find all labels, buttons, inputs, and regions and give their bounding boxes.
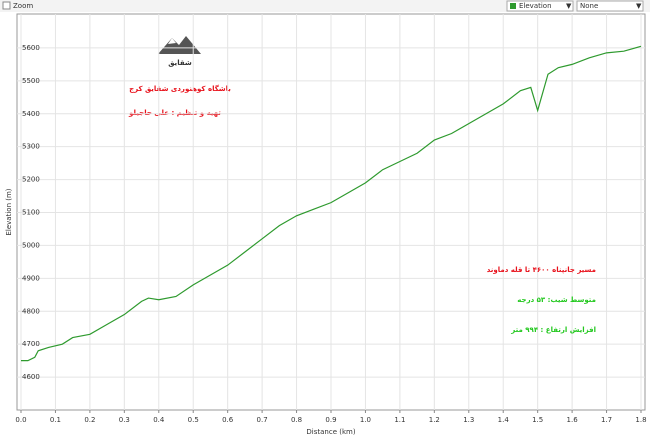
chart-title: باشگاه کوهنوردی شقایق کرج xyxy=(129,84,231,93)
y-tick-label: 5300 xyxy=(22,143,40,151)
annotation: افزایش ارتفاع : ۹۹۴ متر xyxy=(510,326,596,334)
y-tick-label: 4600 xyxy=(22,373,40,381)
dropdown-arrow: ▼ xyxy=(636,2,642,10)
x-tick-label: 1.7 xyxy=(601,416,612,424)
x-tick-label: 0.4 xyxy=(153,416,165,424)
y-tick-label: 4800 xyxy=(22,307,40,315)
elevation-line xyxy=(21,45,642,362)
y-tick-label: 5200 xyxy=(22,176,40,184)
x-tick-label: 1.1 xyxy=(394,416,405,424)
y-tick-label: 5400 xyxy=(22,110,40,118)
x-tick-label: 0.5 xyxy=(188,416,199,424)
y-axis-label: Elevation (m) xyxy=(5,188,13,235)
second-dropdown-label[interactable]: None xyxy=(580,2,598,10)
annotation: متوسط شیب: ۵۳ درجه xyxy=(517,296,596,304)
x-tick-label: 0.0 xyxy=(15,416,26,424)
series-dropdown-label[interactable]: Elevation xyxy=(519,2,552,10)
series-swatch xyxy=(510,3,516,9)
y-tick-label: 4700 xyxy=(22,340,40,348)
x-tick-label: 0.1 xyxy=(50,416,61,424)
x-tick-label: 0.9 xyxy=(325,416,336,424)
zoom-label[interactable]: Zoom xyxy=(13,2,33,10)
logo xyxy=(158,36,201,54)
y-tick-label: 5100 xyxy=(22,209,40,217)
x-tick-label: 0.3 xyxy=(119,416,130,424)
logo-snow xyxy=(168,38,176,44)
x-tick-label: 1.4 xyxy=(498,416,510,424)
x-tick-label: 1.3 xyxy=(463,416,474,424)
second-dropdown[interactable] xyxy=(576,0,644,12)
x-tick-label: 0.7 xyxy=(257,416,268,424)
y-tick-label: 5000 xyxy=(22,241,40,249)
x-tick-label: 1.0 xyxy=(360,416,371,424)
chart-subtitle: تهیه و تنظیم : علی حاجیلو xyxy=(128,109,221,117)
x-tick-label: 1.5 xyxy=(532,416,543,424)
logo-text: شقایق xyxy=(168,59,192,67)
y-tick-label: 5500 xyxy=(22,77,40,85)
y-tick-label: 5600 xyxy=(22,44,40,52)
y-tick-label: 4900 xyxy=(22,274,40,282)
x-tick-label: 1.2 xyxy=(429,416,440,424)
zoom-checkbox[interactable] xyxy=(2,1,11,10)
x-tick-label: 0.2 xyxy=(84,416,95,424)
annotation: مسیر جانپناه ۴۶۰۰ تا قله دماوند xyxy=(487,266,596,274)
series-dropdown[interactable] xyxy=(506,0,574,12)
x-axis-label: Distance (km) xyxy=(306,428,355,436)
x-tick-label: 0.8 xyxy=(291,416,302,424)
x-tick-label: 1.8 xyxy=(635,416,646,424)
toolbar xyxy=(0,0,650,12)
x-tick-label: 1.6 xyxy=(567,416,579,424)
dropdown-arrow: ▼ xyxy=(566,2,572,10)
x-tick-label: 0.6 xyxy=(222,416,234,424)
